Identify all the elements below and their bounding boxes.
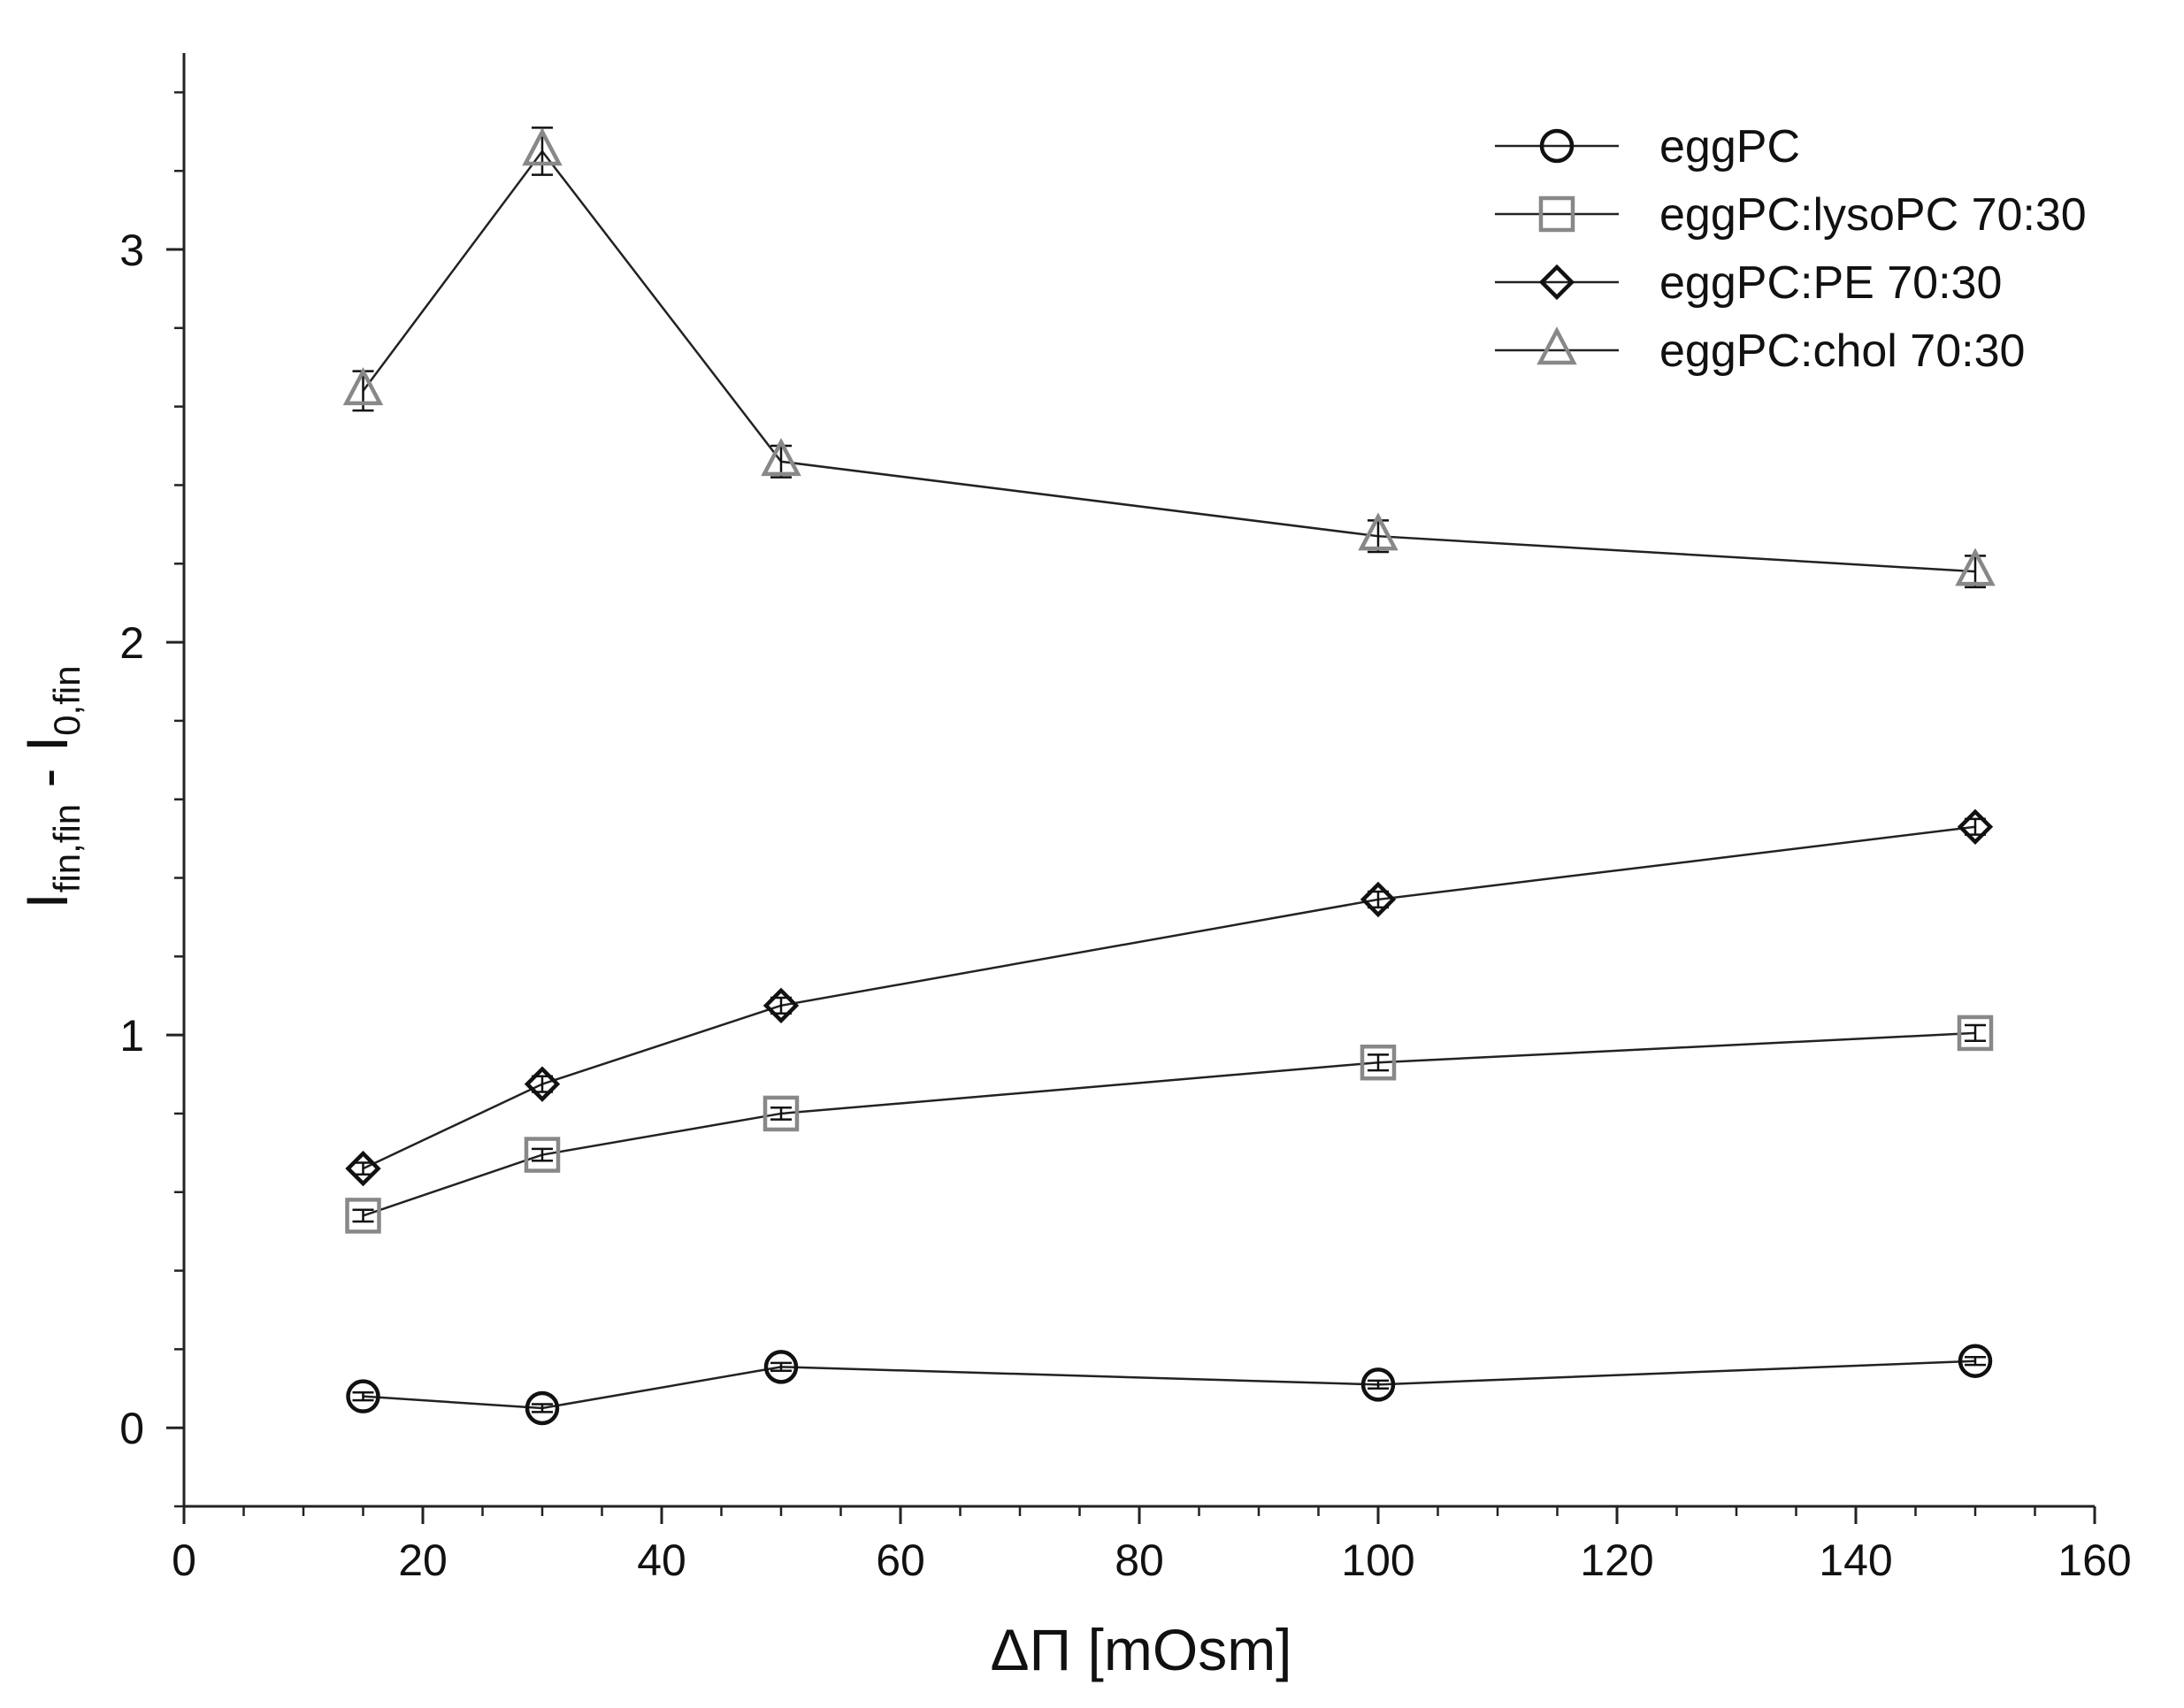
legend-item-0: eggPC bbox=[1495, 121, 1800, 172]
data-point bbox=[524, 1066, 561, 1102]
data-point bbox=[1958, 1344, 1993, 1378]
data-point bbox=[763, 1350, 799, 1384]
legend-label: eggPC bbox=[1659, 121, 1800, 172]
series-3 bbox=[342, 126, 1996, 589]
series-2 bbox=[345, 808, 1994, 1187]
data-point bbox=[342, 367, 384, 406]
data-point bbox=[524, 1137, 561, 1173]
legend-item-2: eggPC:PE 70:30 bbox=[1495, 257, 2002, 309]
data-point bbox=[1539, 128, 1575, 164]
data-point bbox=[761, 437, 801, 477]
data-point bbox=[1957, 1015, 1994, 1052]
x-tick-label: 120 bbox=[1580, 1536, 1653, 1585]
x-axis-title: ΔΠ [mOsm] bbox=[990, 1617, 1291, 1682]
series-line bbox=[363, 1031, 1976, 1217]
legend: eggPC eggPC:lysoPC 70:30 eggPC:PE 70:30 egg… bbox=[1495, 121, 2087, 377]
series-line bbox=[363, 1360, 1976, 1410]
data-point bbox=[1360, 881, 1397, 918]
y-axis-title-minus: - I bbox=[14, 736, 80, 804]
x-tick-label: 160 bbox=[2058, 1536, 2131, 1585]
legend-label: eggPC:PE 70:30 bbox=[1659, 257, 2002, 309]
data-point bbox=[345, 1198, 381, 1234]
plot-series bbox=[342, 126, 1996, 1426]
data-point bbox=[1360, 1044, 1397, 1081]
data-point bbox=[1536, 326, 1577, 365]
legend-item-3: eggPC:chol 70:30 bbox=[1495, 326, 2025, 377]
data-point bbox=[1358, 512, 1399, 551]
y-tick-label: 0 bbox=[119, 1404, 144, 1453]
y-tick-label: 1 bbox=[119, 1011, 144, 1061]
data-point bbox=[525, 1390, 560, 1426]
series-0 bbox=[346, 1344, 1993, 1426]
series-line bbox=[362, 825, 1976, 1170]
data-point bbox=[762, 1095, 800, 1132]
x-tick-label: 140 bbox=[1819, 1536, 1892, 1585]
data-point bbox=[1360, 1367, 1396, 1402]
legend-label: eggPC:chol 70:30 bbox=[1659, 326, 2025, 377]
x-tick-label: 60 bbox=[876, 1536, 925, 1585]
data-point bbox=[346, 1379, 380, 1413]
y-tick-label: 3 bbox=[119, 226, 144, 275]
x-tick-label: 100 bbox=[1341, 1536, 1414, 1585]
x-tick-label: 0 bbox=[172, 1536, 196, 1585]
data-point bbox=[1538, 264, 1575, 301]
data-point bbox=[1955, 548, 1996, 586]
series-1 bbox=[345, 1015, 1994, 1234]
y-axis-title-main: I bbox=[14, 892, 80, 908]
data-point bbox=[1538, 195, 1575, 233]
data-point bbox=[345, 1150, 381, 1187]
legend-label: eggPC:lysoPC 70:30 bbox=[1659, 189, 2087, 241]
y-tick-label: 2 bbox=[119, 618, 144, 668]
data-point bbox=[762, 987, 800, 1024]
data-point bbox=[1957, 808, 1994, 845]
y-axis-title-sub2: 0,fin bbox=[46, 665, 88, 735]
x-tick-label: 20 bbox=[398, 1536, 448, 1585]
y-axis-title-sub1: fin,fin bbox=[46, 804, 88, 892]
data-point bbox=[522, 127, 563, 166]
y-axis-title: Ifin,fin - I0,fin bbox=[14, 665, 88, 908]
x-tick-label: 80 bbox=[1115, 1536, 1164, 1585]
axes: 0 20 40 60 80 100 120 140 160 0 1 2 3 bbox=[119, 53, 2132, 1585]
legend-item-1: eggPC:lysoPC 70:30 bbox=[1495, 189, 2087, 241]
x-tick-label: 40 bbox=[637, 1536, 686, 1585]
